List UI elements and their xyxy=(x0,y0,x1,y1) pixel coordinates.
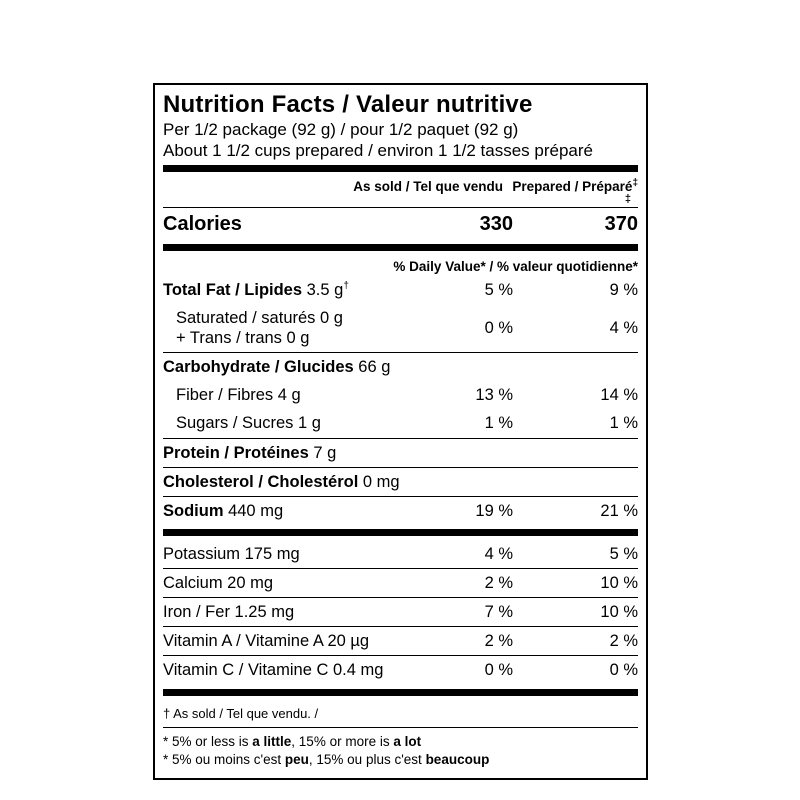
daily-value-header: % Daily Value* / % valeur quotidienne* xyxy=(393,258,638,274)
footnote-mark-double-dagger-2: ‡ xyxy=(624,192,631,205)
fiber-dv-as-sold: 13 % xyxy=(475,386,513,405)
saturated-trans-dv-as-sold: 0 % xyxy=(484,319,513,337)
saturated-fat-label: Saturated / saturés 0 g xyxy=(176,308,343,327)
divider-thin xyxy=(163,655,638,657)
cholesterol-label: Cholesterol / Cholestérol xyxy=(163,472,359,491)
footnote-mark-double-dagger: ‡ xyxy=(632,177,638,189)
total-fat-label: Total Fat / Lipides xyxy=(163,280,303,299)
label-title: Nutrition Facts / Valeur nutritive xyxy=(163,91,533,118)
divider-thin xyxy=(163,626,638,628)
potassium-label: Potassium 175 mg xyxy=(163,544,300,563)
divider-thin xyxy=(163,466,638,468)
total-fat-amount: 3.5 g xyxy=(302,280,344,299)
sugars-dv-as-sold: 1 % xyxy=(484,414,513,433)
fiber-dv-prepared: 14 % xyxy=(600,386,638,405)
nutrient-row-total-fat: Total Fat / Lipides 3.5 g† 5 % 9 % xyxy=(163,276,638,304)
potassium-dv-prepared: 5 % xyxy=(609,544,638,563)
calories-prepared: 370 xyxy=(604,212,638,235)
divider-thin xyxy=(163,597,638,599)
nutrient-row-protein: Protein / Protéines 7 g xyxy=(163,439,638,467)
sodium-amount: 440 mg xyxy=(223,501,284,520)
calcium-dv-as-sold: 2 % xyxy=(484,574,513,593)
serving-size-line: Per 1/2 package (92 g) / pour 1/2 paquet… xyxy=(163,119,519,139)
calories-row: Calories 330 370 xyxy=(163,208,638,240)
serving-yield-line: About 1 1/2 cups prepared / environ 1 1/… xyxy=(163,141,593,160)
divider-thin xyxy=(163,206,638,208)
sugars-label: Sugars / Sucres 1 g xyxy=(176,414,321,433)
carbohydrate-label: Carbohydrate / Glucides xyxy=(163,358,354,377)
calcium-dv-prepared: 10 % xyxy=(600,574,638,593)
nutrient-row-vitamin-c: Vitamin C / Vitamine C 0.4 mg 0 % 0 % xyxy=(163,656,638,684)
vitamin-c-dv-as-sold: 0 % xyxy=(484,661,513,680)
footnote-daily-value: * 5% or less is a little, 15% or more is… xyxy=(163,728,638,770)
nutrient-row-sugars: Sugars / Sucres 1 g 1 % 1 % xyxy=(163,409,638,437)
divider-thick xyxy=(163,688,638,696)
nutrient-row-calcium: Calcium 20 mg 2 % 10 % xyxy=(163,569,638,597)
vitamin-c-label: Vitamin C / Vitamine C 0.4 mg xyxy=(163,661,384,680)
vitamin-a-label: Vitamin A / Vitamine A 20 µg xyxy=(163,632,370,651)
divider-thin xyxy=(163,568,638,570)
column-header-row: As sold / Tel que vendu Prepared / Prépa… xyxy=(163,176,638,206)
protein-amount: 7 g xyxy=(308,443,337,462)
nutrient-row-vitamin-a: Vitamin A / Vitamine A 20 µg 2 % 2 % xyxy=(163,627,638,655)
iron-dv-prepared: 10 % xyxy=(600,603,638,622)
sodium-dv-as-sold: 19 % xyxy=(475,501,513,520)
calories-as-sold: 330 xyxy=(479,212,513,235)
footnote-as-sold: † As sold / Tel que vendu. / xyxy=(163,705,319,721)
divider-thick xyxy=(163,165,638,173)
sodium-label: Sodium xyxy=(163,501,224,520)
divider-thin xyxy=(163,495,638,497)
nutrient-row-cholesterol: Cholesterol / Cholestérol 0 mg xyxy=(163,468,638,496)
iron-label: Iron / Fer 1.25 mg xyxy=(163,603,295,622)
sugars-dv-prepared: 1 % xyxy=(609,414,638,433)
total-fat-dv-as-sold: 5 % xyxy=(484,280,513,299)
footnote-daily-value-fr: * 5% ou moins c'est peu, 15% ou plus c'e… xyxy=(163,751,490,767)
protein-label: Protein / Protéines xyxy=(163,443,309,462)
vitamin-c-dv-prepared: 0 % xyxy=(609,661,638,680)
divider-thin xyxy=(163,726,638,728)
nutrient-row-iron: Iron / Fer 1.25 mg 7 % 10 % xyxy=(163,598,638,626)
fiber-label: Fiber / Fibres 4 g xyxy=(176,386,301,405)
iron-dv-as-sold: 7 % xyxy=(484,603,513,622)
vitamin-a-dv-prepared: 2 % xyxy=(609,632,638,651)
divider-thick xyxy=(163,528,638,536)
nutrition-facts-label: Nutrition Facts / Valeur nutritive Per 1… xyxy=(153,83,648,780)
saturated-trans-dv-prepared: 4 % xyxy=(609,319,638,337)
column-header-as-sold: As sold / Tel que vendu xyxy=(353,179,503,195)
calcium-label: Calcium 20 mg xyxy=(163,574,274,593)
calories-label: Calories xyxy=(163,212,242,235)
nutrient-row-sodium: Sodium 440 mg 19 % 21 % xyxy=(163,497,638,525)
nutrient-row-potassium: Potassium 175 mg 4 % 5 % xyxy=(163,540,638,568)
potassium-dv-as-sold: 4 % xyxy=(484,544,513,563)
sodium-dv-prepared: 21 % xyxy=(600,501,638,520)
column-header-prepared: Prepared / Préparé‡ ‡ xyxy=(503,177,638,205)
nutrient-row-fiber: Fiber / Fibres 4 g 13 % 14 % xyxy=(163,381,638,409)
footnote-mark-dagger: † xyxy=(343,280,349,292)
trans-fat-label: + Trans / trans 0 g xyxy=(176,329,310,348)
vitamin-a-dv-as-sold: 2 % xyxy=(484,632,513,651)
divider-thick xyxy=(163,243,638,251)
cholesterol-amount: 0 mg xyxy=(358,472,400,491)
divider-thin xyxy=(163,437,638,439)
total-fat-dv-prepared: 9 % xyxy=(609,280,638,299)
divider-thin xyxy=(163,352,638,354)
nutrient-row-carbohydrate: Carbohydrate / Glucides 66 g xyxy=(163,353,638,381)
nutrient-row-saturated-trans: Saturated / saturés 0 g + Trans / trans … xyxy=(163,304,638,352)
carbohydrate-amount: 66 g xyxy=(353,358,391,377)
footnote-daily-value-en: * 5% or less is a little, 15% or more is… xyxy=(163,733,422,749)
